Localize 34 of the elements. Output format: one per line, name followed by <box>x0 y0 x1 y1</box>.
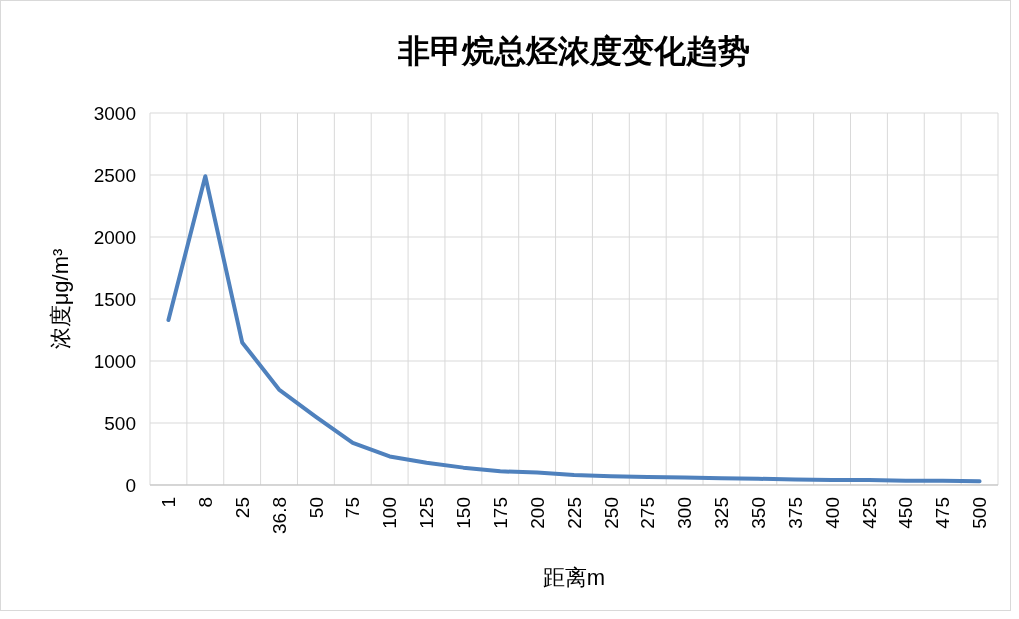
x-tick-label: 36.8 <box>268 497 290 534</box>
x-tick-label: 200 <box>526 497 548 529</box>
x-tick-label: 325 <box>711 497 733 529</box>
x-tick-label: 100 <box>379 497 401 529</box>
x-tick-label: 350 <box>748 497 769 529</box>
x-tick-label: 475 <box>932 497 954 529</box>
y-axis-title: 浓度μg/m³ <box>48 248 73 350</box>
y-tick-label: 2500 <box>93 164 136 186</box>
x-axis-title: 距离m <box>542 565 606 590</box>
y-tick-label: 3000 <box>93 102 136 124</box>
x-tick-label: 250 <box>600 497 622 529</box>
x-tick-label: 225 <box>563 497 585 529</box>
x-tick-label: 425 <box>858 497 880 529</box>
x-tick-label: 150 <box>453 497 475 529</box>
y-tick-label: 2000 <box>93 226 136 248</box>
x-tick-label: 400 <box>821 497 843 529</box>
x-tick-label: 300 <box>674 497 696 529</box>
x-tick-label: 450 <box>895 497 917 529</box>
x-tick-label: 75 <box>342 497 364 519</box>
x-tick-label: 275 <box>637 497 659 529</box>
x-tick-label: 375 <box>784 497 806 529</box>
x-tick-label: 175 <box>489 497 511 529</box>
y-tick-label: 500 <box>104 412 136 434</box>
x-tick-label: 125 <box>416 497 438 529</box>
x-tick-label: 500 <box>969 497 991 529</box>
x-tick-label: 1 <box>158 497 180 508</box>
chart-title: 非甲烷总烃浓度变化趋势 <box>397 33 750 69</box>
x-tick-label: 8 <box>194 497 216 508</box>
y-tick-label: 1000 <box>93 350 136 372</box>
y-tick-label: 0 <box>125 474 136 496</box>
y-tick-label: 1500 <box>93 288 136 310</box>
line-series <box>166 174 982 484</box>
x-tick-label: 25 <box>231 497 253 519</box>
x-tick-label: 50 <box>305 497 327 519</box>
